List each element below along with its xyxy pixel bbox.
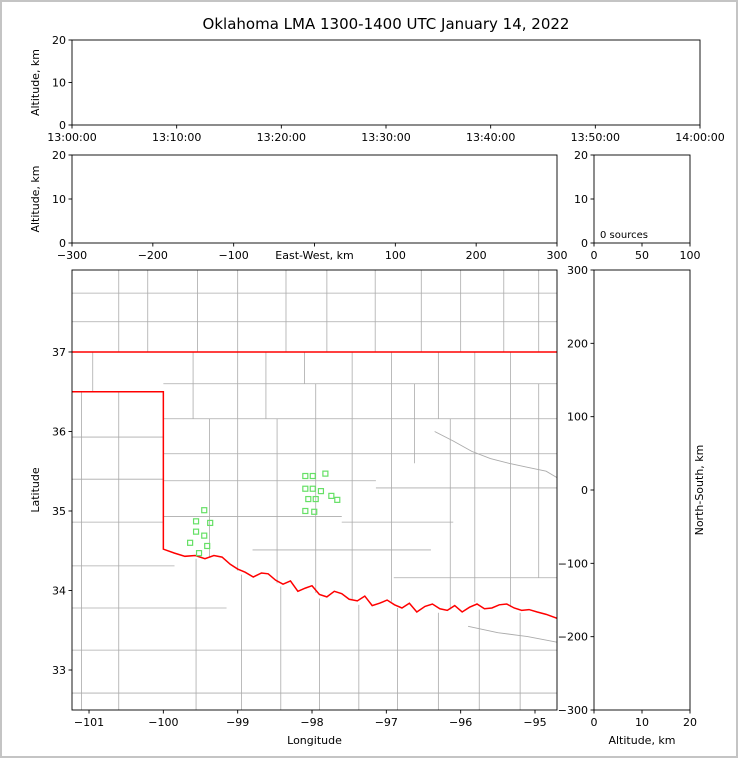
x-tick-label: 0 <box>591 249 598 262</box>
state-border <box>72 390 557 620</box>
lma-station-marker <box>317 488 325 495</box>
x-tick-label: 0 <box>591 716 598 729</box>
x-tick-label: 300 <box>547 249 568 262</box>
y-tick-label: 10 <box>52 77 66 90</box>
panel-ns-height: 0 10 20 300 200 100 0 −100 −200 −300 Altitude, km N… <box>558 264 706 747</box>
y-tick-label: 20 <box>52 149 66 162</box>
x-tick-label: −100 <box>219 249 249 262</box>
x-tick-label: 20 <box>683 716 697 729</box>
lma-station-marker <box>328 492 335 499</box>
sources-count-annotation: 0 sources <box>600 230 648 241</box>
panel-plan-view: −101 −100 −99 −98 −97 −96 −95 33 34 35 36 37 Longitu… <box>29 269 558 747</box>
x-tick-label: 100 <box>385 249 406 262</box>
x-tick-label: 13:10:00 <box>152 131 201 144</box>
y-tick-label: 0 <box>59 237 66 250</box>
x-tick-label: −100 <box>148 716 178 729</box>
x-tick-label: −101 <box>74 716 104 729</box>
y-tick-label: 100 <box>567 411 588 424</box>
y-axis-label: North-South, km <box>693 445 706 536</box>
lma-station-marker <box>309 472 316 480</box>
lma-station-marker <box>302 472 309 480</box>
x-tick-label: 13:20:00 <box>257 131 306 144</box>
axes-frame <box>71 39 701 126</box>
y-tick-label: 20 <box>574 149 588 162</box>
lma-station-marker <box>311 508 318 515</box>
x-tick-label: 10 <box>635 716 649 729</box>
x-tick-label: 200 <box>466 249 487 262</box>
y-tick-label: 37 <box>52 346 66 359</box>
y-tick-label: 20 <box>52 34 66 47</box>
y-tick-label: 0 <box>581 237 588 250</box>
lma-station-marker <box>187 539 194 546</box>
lma-station-marker <box>192 518 200 525</box>
lma-station-marker <box>195 550 203 557</box>
x-axis-label: Altitude, km <box>608 734 675 747</box>
x-tick-label: −300 <box>57 249 87 262</box>
lma-station-marker <box>334 496 341 503</box>
x-tick-label: −200 <box>138 249 168 262</box>
x-tick-label: 13:30:00 <box>361 131 410 144</box>
x-tick-label: 13:50:00 <box>571 131 620 144</box>
y-tick-label: 34 <box>52 584 66 597</box>
x-tick-label: −95 <box>523 716 546 729</box>
lma-station-marker <box>322 470 329 477</box>
plot-title: Oklahoma LMA 1300-1400 UTC January 14, 2… <box>203 15 570 33</box>
panel-alt-histogram: 0 50 100 0 10 20 0 sources <box>574 149 701 262</box>
y-tick-label: 35 <box>52 505 66 518</box>
y-tick-label: 10 <box>574 193 588 206</box>
y-tick-label: 0 <box>581 484 588 497</box>
x-tick-label: 100 <box>680 249 701 262</box>
axes-frame <box>71 269 558 711</box>
y-tick-label: −100 <box>558 557 588 570</box>
map-layer <box>72 270 557 710</box>
y-tick-label: 0 <box>59 119 66 132</box>
panel-ew-height: −300 −200 −100 100 200 300 0 10 20 East-West, km A… <box>29 149 568 262</box>
lma-station-marker <box>204 542 211 550</box>
river-line <box>468 625 557 643</box>
y-tick-label: −200 <box>558 631 588 644</box>
x-axis-label: East-West, km <box>275 249 353 262</box>
x-tick-label: −98 <box>300 716 323 729</box>
lma-station-marker <box>207 519 214 527</box>
lma-station-marker <box>302 507 309 515</box>
y-tick-label: 300 <box>567 264 588 277</box>
y-tick-label: 200 <box>567 337 588 350</box>
x-tick-label: 13:40:00 <box>466 131 515 144</box>
lma-station-marker <box>201 507 208 514</box>
axes-frame <box>71 154 558 244</box>
panel-time-height: 13:00:00 13:10:00 13:20:00 13:30:00 13:40:00… <box>29 34 725 144</box>
lma-station-marker <box>201 532 208 539</box>
x-tick-label: 13:00:00 <box>47 131 96 144</box>
x-axis-label: Longitude <box>287 734 342 747</box>
lma-station-marker <box>309 485 316 492</box>
y-tick-label: 36 <box>52 425 66 438</box>
x-tick-label: −97 <box>375 716 398 729</box>
river-line <box>434 431 557 478</box>
y-axis-label: Altitude, km <box>29 49 42 116</box>
x-tick-label: −96 <box>449 716 472 729</box>
lma-station-marker <box>305 495 312 503</box>
lma-station-marker <box>312 495 319 503</box>
lma-station-marker <box>192 528 200 535</box>
y-tick-label: 10 <box>52 193 66 206</box>
y-axis-label: Latitude <box>29 467 42 513</box>
lma-station-marker <box>302 485 309 492</box>
x-tick-label: −99 <box>226 716 249 729</box>
axes-frame <box>593 269 691 711</box>
x-tick-label: 14:00:00 <box>675 131 724 144</box>
y-axis-label: Altitude, km <box>29 165 42 232</box>
x-tick-label: 50 <box>635 249 649 262</box>
y-tick-label: 33 <box>52 664 66 677</box>
y-tick-label: −300 <box>558 704 588 717</box>
